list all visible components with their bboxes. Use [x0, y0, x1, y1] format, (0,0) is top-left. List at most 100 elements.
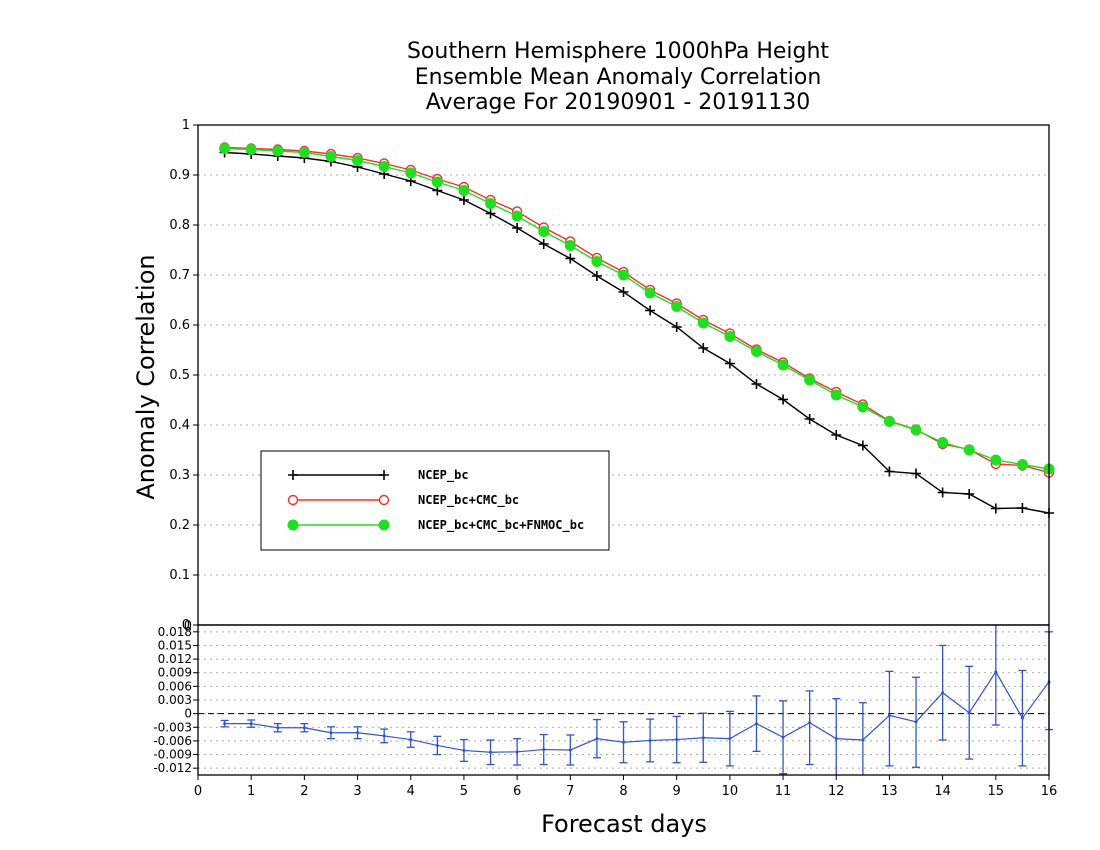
y-tick-label: 0.015	[158, 638, 192, 652]
data-point-filled-circle	[910, 424, 922, 436]
legend: NCEP_bc NCEP_bc+CMC_bc NCEP_bc+CMC_bc+FNMO…	[260, 450, 610, 551]
top-panel-y-ticks: 0 0.1 0.2 0.3 0.4 0.5 0.6 0.7 0.8 0.9 1	[169, 118, 198, 633]
y-tick-label: 0.4	[169, 418, 190, 433]
data-point	[675, 738, 679, 742]
error-bar	[539, 733, 548, 766]
error-bar	[938, 644, 947, 741]
error-bar	[406, 731, 415, 748]
y-tick-label: 0.009	[158, 666, 192, 680]
data-point-filled-circle	[644, 287, 656, 299]
data-point-filled-circle	[298, 147, 310, 158]
data-point	[622, 740, 625, 744]
data-point	[382, 734, 386, 738]
series-ncep-bc-cmc-bc	[219, 142, 1055, 478]
error-bar	[646, 718, 655, 763]
data-point-filled-circle	[431, 176, 443, 188]
x-axis-label: Forecast days	[541, 810, 707, 838]
series-line	[224, 147, 1050, 470]
title-line-2: Ensemble Mean Anomaly Correlation	[415, 65, 822, 90]
y-tick-label: 0.7	[169, 268, 190, 283]
x-tick-label: 7	[566, 784, 574, 799]
data-point-plus	[485, 208, 496, 219]
data-point-filled-circle	[325, 151, 337, 162]
data-point-plus	[911, 468, 922, 479]
x-tick-label: 10	[722, 784, 739, 799]
title-line-3: Average For 20190901 - 20191130	[426, 90, 811, 115]
data-point	[701, 736, 705, 740]
y-tick-label: 0.018	[158, 625, 192, 639]
data-point-plus	[512, 223, 523, 233]
data-point-filled-circle	[245, 144, 257, 155]
data-point-filled-circle	[777, 359, 789, 371]
error-bar	[672, 715, 681, 764]
data-point-filled-circle	[883, 416, 895, 427]
y-axis-label: Anomaly Correlation	[132, 254, 160, 499]
x-tick-label: 12	[828, 784, 845, 799]
y-tick-label: 0.6	[169, 318, 190, 333]
x-tick-label: 15	[988, 784, 1005, 799]
top-panel-grid	[198, 174, 1049, 576]
x-tick-label: 8	[619, 784, 627, 799]
y-tick-label: -0.003	[153, 720, 192, 734]
x-tick-label: 0	[194, 784, 202, 799]
x-tick-label: 2	[300, 784, 308, 799]
data-point	[887, 713, 891, 717]
data-point	[808, 721, 812, 725]
data-point-filled-circle	[697, 317, 709, 329]
data-point	[994, 670, 998, 674]
x-tick-label: 16	[1041, 784, 1058, 799]
error-bar	[220, 719, 229, 728]
data-point	[515, 750, 519, 754]
data-point-filled-circle	[671, 301, 683, 312]
data-point-plus	[538, 239, 549, 249]
data-point-filled-circle	[804, 374, 816, 386]
data-point	[409, 738, 413, 742]
data-point	[276, 726, 280, 730]
data-point-filled-circle	[937, 437, 949, 448]
data-point-filled-circle	[724, 331, 736, 342]
data-point-plus	[884, 466, 895, 477]
data-point	[648, 738, 652, 742]
legend-label: NCEP_bc+CMC_bc	[418, 493, 519, 508]
error-bar	[991, 625, 1000, 726]
data-point	[462, 748, 466, 752]
data-point-plus	[671, 322, 682, 332]
data-point-plus	[857, 440, 868, 451]
y-tick-label: 0.8	[169, 218, 190, 233]
y-tick-label: -0.009	[153, 748, 192, 762]
error-bar	[433, 735, 442, 756]
error-bar	[300, 722, 309, 733]
y-tick-label: 0.2	[169, 518, 190, 533]
y-tick-label: 0.012	[158, 652, 192, 666]
data-point	[834, 737, 838, 741]
error-bar	[752, 695, 761, 753]
data-point-plus	[591, 271, 602, 281]
error-bar	[885, 670, 894, 767]
error-bar	[326, 726, 335, 740]
error-bar	[247, 719, 256, 728]
data-point	[595, 737, 599, 741]
data-point	[302, 726, 306, 730]
data-point-plus	[778, 394, 789, 405]
y-tick-label: 0	[182, 618, 190, 633]
error-bar	[353, 726, 362, 740]
x-tick-label: 3	[353, 784, 361, 799]
x-tick-label: 4	[407, 784, 415, 799]
legend-item: NCEP_bc+CMC_bc	[287, 493, 519, 508]
legend-item: NCEP_bc+CMC_bc+FNMOC_bc	[287, 518, 584, 533]
error-bar	[459, 738, 468, 763]
y-tick-label: 0.5	[169, 368, 190, 383]
error-bar	[1018, 669, 1027, 767]
data-point-filled-circle	[485, 198, 497, 209]
data-point-filled-circle	[1016, 459, 1028, 470]
series-line	[224, 146, 1050, 474]
data-point-plus	[645, 305, 656, 316]
data-point	[223, 722, 227, 726]
data-point	[435, 743, 439, 747]
data-point-plus	[1017, 503, 1028, 513]
bottom-panel-series	[220, 625, 1053, 775]
data-point-filled-circle	[219, 143, 231, 154]
data-point-plus	[724, 358, 735, 369]
data-point	[489, 750, 493, 754]
series-ncep-bc-cmc-bc-fnmoc-bc	[219, 143, 1055, 475]
